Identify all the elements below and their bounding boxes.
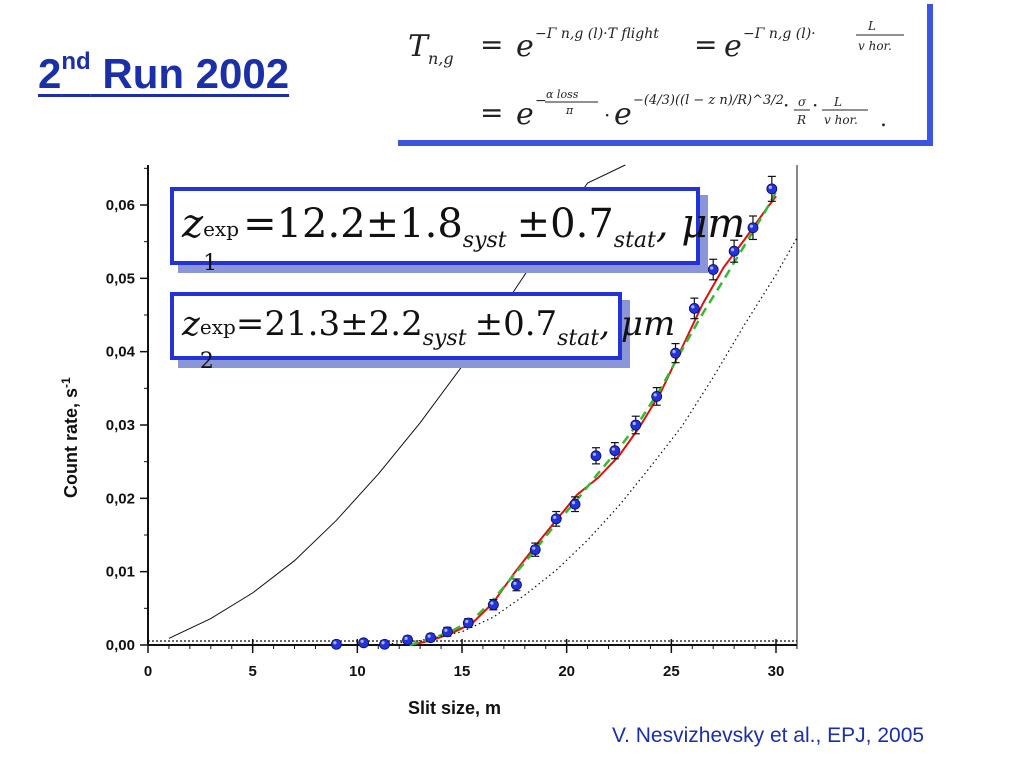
formula-lhs: T (408, 29, 430, 64)
formula-exp-2: −Γ n,g (l)· (743, 26, 816, 42)
y-tick-label: 0,02 (106, 490, 135, 507)
data-point (441, 626, 453, 638)
data-point (358, 637, 370, 649)
data-point-highlight (532, 546, 536, 550)
transmission-formula: T n,g = e −Γ n,g (l)·T flight = e −Γ n,g… (398, 4, 933, 146)
data-point-highlight (465, 619, 469, 624)
data-point (550, 513, 562, 525)
data-point-highlight (333, 641, 337, 645)
formula-eq-1: = (480, 28, 503, 61)
formula-eq-3: = (480, 96, 503, 129)
formula-eq-2: = (694, 28, 717, 61)
formula-frac-num-3: σ (798, 95, 807, 109)
data-point (609, 445, 621, 457)
x-tick-label: 30 (768, 663, 785, 680)
data-point-highlight (632, 421, 636, 426)
data-point-highlight (691, 305, 695, 309)
data-point (688, 302, 700, 314)
data-point-highlight (672, 350, 676, 354)
y-tick-label: 0,01 (106, 564, 135, 581)
data-point-highlight (490, 601, 494, 605)
data-point (511, 579, 522, 591)
data-point-highlight (427, 634, 431, 638)
formula-frac-num-1: L (867, 19, 876, 33)
x-tick-label: 5 (248, 663, 256, 680)
formula-frac-num-4: L (833, 95, 842, 109)
y-tick-label: 0,06 (106, 197, 135, 214)
data-point (630, 419, 642, 431)
result-z1-equation: z exp 1 =12.2±1.8syst ±0.7stat, μm (182, 201, 746, 276)
x-tick-label: 25 (663, 663, 680, 680)
data-point (379, 638, 390, 650)
formula-frac-den-4: v hor. (824, 113, 858, 127)
x-tick-label: 15 (454, 663, 471, 680)
formula-dot: · (604, 103, 610, 127)
formula-e-1: e (516, 29, 534, 64)
data-point-highlight (404, 636, 408, 640)
formula-e-4: e (614, 97, 632, 132)
data-point (462, 617, 474, 629)
chart-ticks (140, 167, 798, 653)
formula-dot-3: · (812, 93, 818, 117)
chart-labels: 0 5 10 15 20 25 30 0,00 0,01 0,02 0,03 0,04 0,05 0,06 (106, 197, 785, 680)
formula-frac-den-2: π (565, 104, 574, 117)
data-point (590, 450, 602, 462)
formula-exp-1: −Γ n,g (l)·T flight (535, 26, 659, 42)
data-point-highlight (611, 447, 615, 451)
data-point-highlight (768, 185, 772, 189)
formula-e-2: e (724, 29, 742, 64)
formula-minus: − (535, 93, 547, 109)
formula-lhs-sub: n,g (428, 49, 454, 68)
formula-e-3: e (516, 97, 534, 132)
y-tick-label: 0,04 (106, 344, 136, 361)
result-z1-box: z exp 1 =12.2±1.8syst ±0.7stat, μm (170, 187, 745, 276)
data-point (707, 264, 719, 275)
data-point (330, 638, 342, 650)
y-tick-label: 0,00 (106, 637, 135, 654)
y-tick-label: 0,05 (106, 270, 135, 287)
data-point (569, 498, 581, 510)
data-point (651, 390, 663, 402)
chart-axes (147, 165, 798, 646)
slide-title: 2nd Run 2002 (38, 48, 290, 97)
formula-frac-num-2: α loss (546, 88, 579, 101)
formula-frac-den-1: v hor. (858, 39, 892, 53)
formula-dot-2: · (783, 93, 789, 117)
data-point-highlight (444, 628, 448, 632)
data-point-highlight (731, 248, 735, 252)
x-tick-label: 0 (144, 663, 152, 680)
data-point-highlight (653, 393, 657, 397)
data-point (529, 544, 541, 556)
data-point (487, 599, 499, 611)
data-point (402, 634, 413, 646)
x-tick-label: 10 (349, 663, 366, 680)
data-point-highlight (360, 639, 364, 643)
data-point-highlight (592, 452, 597, 456)
citation: V. Nesvizhevsky et al., EPJ, 2005 (612, 724, 925, 747)
formula-period: . (880, 107, 887, 132)
data-point-highlight (710, 266, 714, 270)
reference-curve-dotted (378, 237, 798, 646)
y-tick-label: 0,03 (106, 417, 135, 434)
x-axis-title: Slit size, m (408, 698, 501, 718)
formula-exp-3: −(4/3)((l − z n)/R)^3/2 (633, 93, 784, 108)
data-point (747, 222, 759, 234)
result-z2-box: z exp 2 =21.3±2.2syst ±0.7stat, μm (170, 292, 675, 374)
chart-points (330, 175, 778, 650)
result-z2-equation: z exp 2 =21.3±2.2syst ±0.7stat, μm (182, 304, 676, 374)
data-point (766, 183, 778, 195)
data-point (425, 632, 437, 644)
data-point-highlight (749, 224, 754, 228)
data-point-highlight (513, 581, 517, 585)
data-point-highlight (553, 515, 557, 519)
y-axis-title: Count rate, s-1 (59, 377, 81, 498)
data-point-highlight (571, 501, 576, 505)
data-point-highlight (381, 641, 385, 645)
x-tick-label: 20 (558, 663, 575, 680)
formula-frac-den-3: R (796, 113, 806, 127)
